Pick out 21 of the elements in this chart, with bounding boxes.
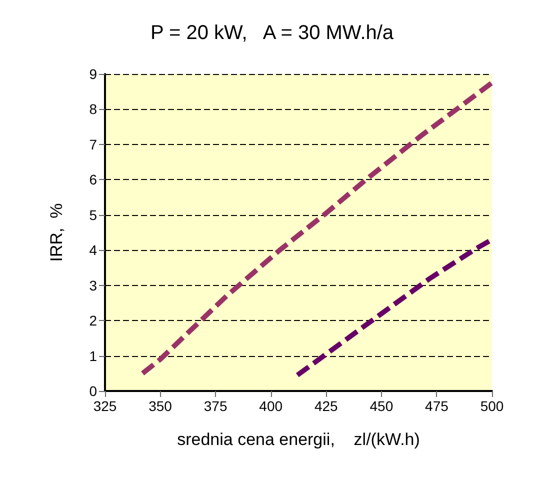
y-tick-label: 0 bbox=[89, 383, 98, 399]
y-tick-label: 4 bbox=[89, 242, 98, 258]
x-axis-title: srednia cena energii, zl/(kW.h) bbox=[177, 430, 420, 449]
y-tick-label: 6 bbox=[89, 172, 98, 188]
y-tick-label: 5 bbox=[89, 206, 98, 223]
x-tick-label: 375 bbox=[204, 398, 228, 414]
y-axis-title: IRR, % bbox=[47, 203, 66, 262]
y-tick-label: 7 bbox=[89, 136, 98, 152]
y-tick-label: 9 bbox=[89, 66, 98, 82]
x-tick-label: 425 bbox=[314, 398, 338, 414]
x-tick-label: 325 bbox=[93, 398, 117, 414]
x-tick-label: 475 bbox=[425, 398, 449, 414]
x-tick-label: 500 bbox=[480, 398, 504, 414]
x-tick-label: 450 bbox=[370, 398, 394, 414]
y-tick-label: 8 bbox=[89, 101, 98, 118]
y-tick-label: 3 bbox=[89, 277, 98, 294]
x-tick-label: 400 bbox=[259, 398, 283, 414]
x-tick-label: 350 bbox=[148, 398, 172, 414]
chart-title: P = 20 kW, A = 30 MW.h/a bbox=[150, 22, 394, 44]
y-tick-label: 1 bbox=[89, 348, 98, 364]
y-tick-label: 2 bbox=[89, 312, 98, 329]
